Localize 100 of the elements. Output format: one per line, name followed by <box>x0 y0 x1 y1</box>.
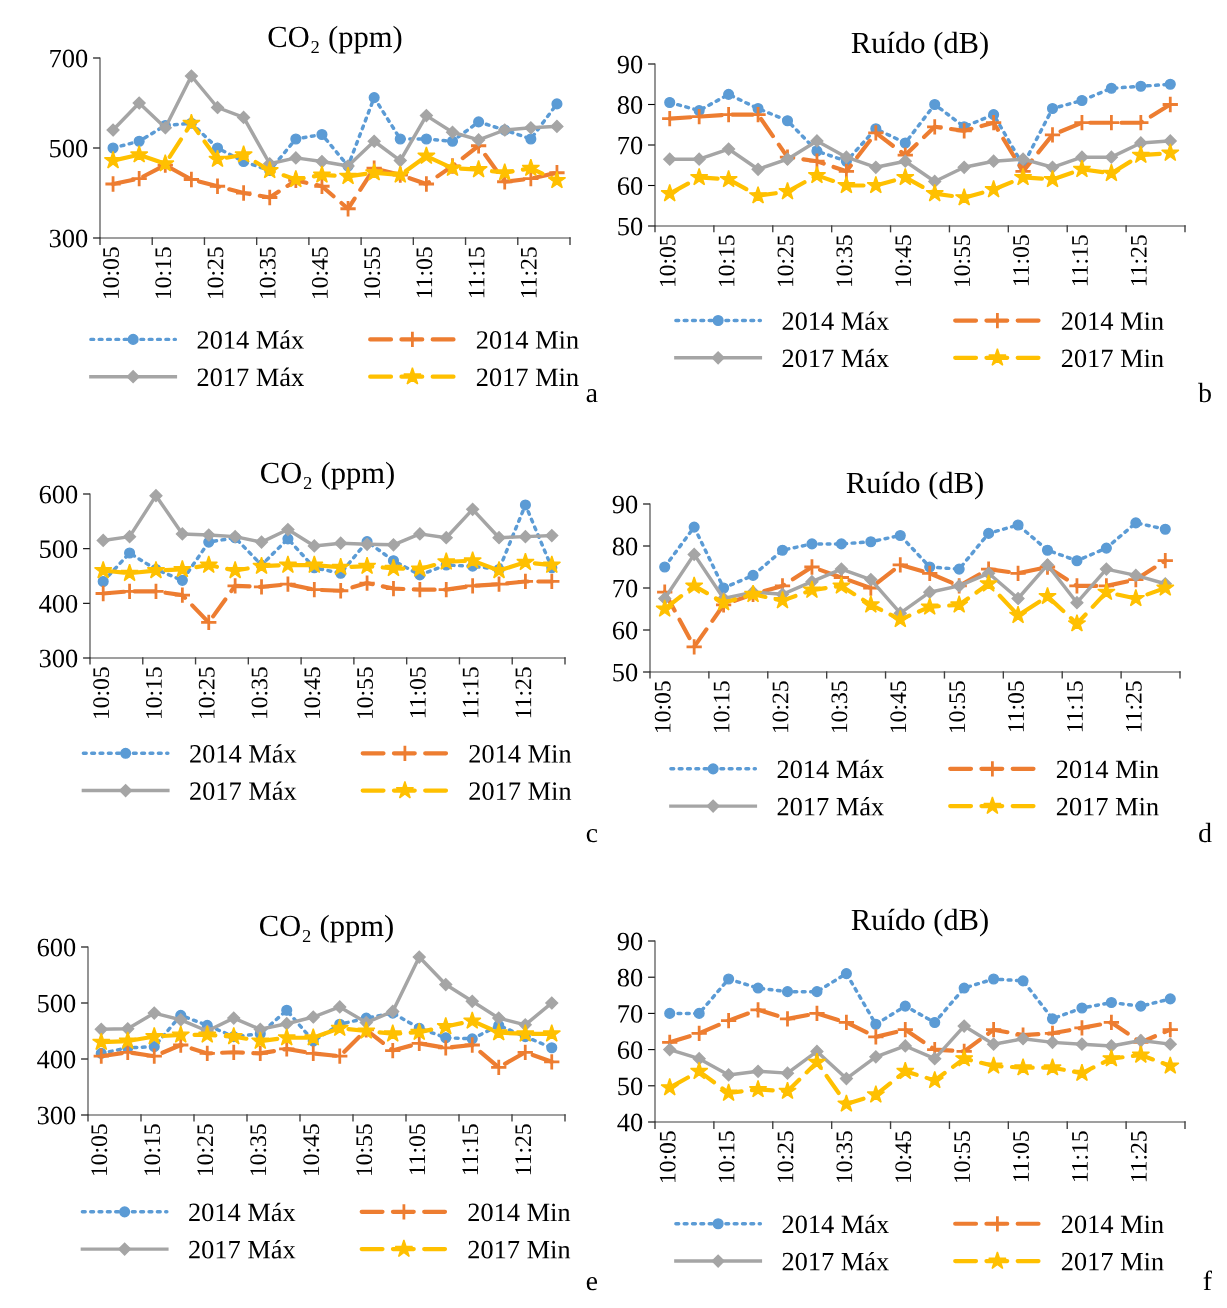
chart-title: CO₂ (ppm) <box>261 461 394 490</box>
x-tick-label: 10:45 <box>890 681 907 733</box>
x-tick-label: 10:35 <box>259 247 276 299</box>
x-tick-label: 11:05 <box>1013 1131 1030 1182</box>
y-tick-label: 50 <box>613 663 638 682</box>
y-tick-label: 80 <box>612 537 638 556</box>
x-tick-label: 11:25 <box>520 247 537 298</box>
x-tick-label: 11:05 <box>416 247 433 298</box>
x-tick-label: 11:15 <box>462 667 479 718</box>
x-tick-label: 10:55 <box>954 1131 971 1183</box>
x-tick-label: 10:05 <box>659 1131 676 1183</box>
y-tick-label: 400 <box>39 594 78 613</box>
x-tick-label: 11:15 <box>1072 1131 1088 1182</box>
y-tick-label: 60 <box>617 1041 643 1060</box>
x-tick-label: 10:25 <box>772 681 789 733</box>
legend-label: 2017 Min <box>468 1240 571 1259</box>
legend-label: 2014 Min <box>476 331 579 349</box>
x-tick-label: 10:55 <box>949 681 966 733</box>
x-tick-label: 10:55 <box>357 667 374 719</box>
x-tick-label: 10:15 <box>713 681 730 733</box>
legend-label: 2014 Min <box>1061 312 1164 331</box>
legend-label: 2017 Min <box>476 368 579 387</box>
x-tick-label: 11:25 <box>1125 681 1142 732</box>
legend-label: 2014 Máx <box>782 1214 889 1234</box>
y-tick-label: 70 <box>613 579 638 598</box>
chart-title: Ruído (dB) <box>846 471 983 500</box>
legend-label: 2017 Min <box>1056 797 1159 816</box>
y-tick-label: 80 <box>617 968 643 987</box>
y-tick-label: 90 <box>617 55 643 74</box>
y-tick-label: 300 <box>39 649 78 668</box>
legend-label: 2014 Máx <box>190 744 297 763</box>
y-tick-label: 300 <box>37 1106 76 1125</box>
legend-label: 2014 Min <box>1061 1215 1164 1234</box>
chart-title: CO₂ (ppm) <box>260 914 393 943</box>
chart-title: Ruído (dB) <box>851 908 988 937</box>
legend-label: 2017 Máx <box>782 348 889 368</box>
y-tick-label: 90 <box>612 495 638 514</box>
text: d <box>1199 822 1212 843</box>
x-tick-label: 10:25 <box>198 667 215 719</box>
x-tick-label: 10:55 <box>356 1124 373 1176</box>
x-tick-label: 10:15 <box>718 1131 735 1183</box>
x-tick-label: 10:45 <box>304 667 321 719</box>
x-tick-label: 11:25 <box>1130 1131 1147 1182</box>
x-tick-label: 10:05 <box>654 681 671 733</box>
legend-label: 2017 Máx <box>189 1240 296 1259</box>
x-tick-label: 10:15 <box>144 1124 161 1176</box>
x-tick-label: 10:25 <box>207 247 224 299</box>
legend-label: 2014 Máx <box>777 759 884 779</box>
x-tick-label: 11:05 <box>1013 235 1030 286</box>
y-tick-label: 80 <box>617 96 643 114</box>
y-tick-label: 400 <box>37 1050 76 1069</box>
y-tick-label: 60 <box>612 621 638 640</box>
x-tick-label: 10:35 <box>836 1131 853 1183</box>
text: f <box>1203 1270 1212 1291</box>
x-tick-label: 11:25 <box>515 667 532 718</box>
x-tick-label: 10:25 <box>777 1131 794 1183</box>
y-tick-label: 90 <box>617 932 643 951</box>
x-tick-label: 10:45 <box>895 1131 912 1183</box>
x-tick-label: 10:15 <box>155 247 172 299</box>
x-tick-label: 10:15 <box>145 667 162 719</box>
chart-title: CO₂ (ppm) <box>268 25 402 54</box>
x-tick-label: 11:15 <box>462 1124 479 1175</box>
x-tick-label: 10:35 <box>250 1124 267 1176</box>
x-tick-label: 10:45 <box>303 1124 320 1176</box>
x-tick-label: 10:45 <box>311 247 328 299</box>
legend-label: 2017 Min <box>1061 349 1164 368</box>
x-tick-label: 10:35 <box>836 235 853 287</box>
legend-label: 2017 Máx <box>197 367 304 387</box>
x-tick-label: 11:05 <box>409 667 426 718</box>
y-tick-label: 600 <box>39 485 78 504</box>
x-tick-label: 10:25 <box>197 1124 214 1176</box>
y-tick-label: 700 <box>50 49 88 68</box>
legend-label: 2017 Máx <box>190 781 297 801</box>
y-tick-label: 60 <box>617 177 643 195</box>
y-tick-label: 600 <box>37 938 76 957</box>
x-tick-label: 10:25 <box>777 235 794 287</box>
legend-label: 2017 Máx <box>782 1251 889 1271</box>
x-tick-label: 11:25 <box>1130 235 1147 286</box>
x-tick-label: 11:25 <box>515 1124 532 1175</box>
text: a <box>586 389 598 403</box>
legend-label: 2014 Máx <box>197 330 304 349</box>
text: c <box>586 828 598 843</box>
y-tick-label: 70 <box>618 136 643 155</box>
legend-label: 2014 Máx <box>782 311 889 331</box>
legend-label: 2014 Min <box>468 1203 571 1222</box>
legend-label: 2017 Min <box>1061 1252 1164 1271</box>
x-tick-label: 10:05 <box>93 667 110 719</box>
x-tick-label: 11:05 <box>1008 681 1025 732</box>
x-tick-label: 11:05 <box>409 1124 426 1175</box>
x-tick-label: 10:35 <box>831 681 848 733</box>
x-tick-label: 10:05 <box>91 1124 108 1176</box>
x-tick-label: 10:35 <box>251 667 268 719</box>
y-tick-label: 500 <box>40 540 78 559</box>
legend-label: 2014 Máx <box>189 1202 296 1222</box>
y-tick-label: 50 <box>618 217 643 236</box>
text: e <box>586 1276 598 1291</box>
chart-title: Ruído (dB) <box>851 31 988 60</box>
x-tick-label: 11:15 <box>1072 235 1088 286</box>
x-tick-label: 10:05 <box>659 235 676 287</box>
legend-label: 2014 Min <box>1056 760 1159 779</box>
